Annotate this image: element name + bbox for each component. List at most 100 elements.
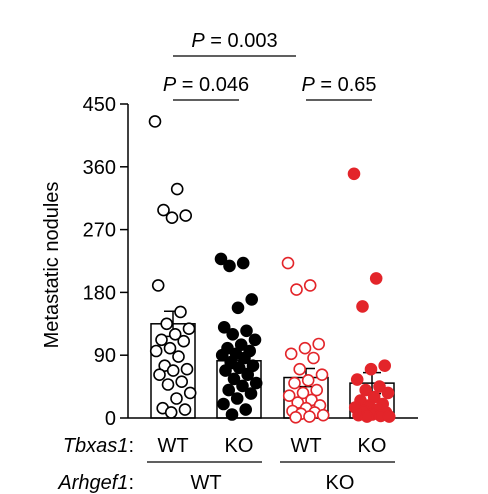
data-point: [231, 301, 245, 315]
data-point: [316, 408, 330, 422]
axis-layer: 0 90 180 270 360 450 Metastatic nodules: [41, 94, 418, 430]
data-point: [241, 368, 254, 382]
data-point: [222, 383, 235, 397]
data-point: [245, 293, 258, 306]
data-point: [239, 403, 252, 416]
data-point: [183, 386, 197, 400]
data-point: [149, 344, 163, 358]
data-point: [217, 397, 230, 411]
y-tick-label: 0: [105, 408, 116, 430]
arhgef1-genotype-label: WT: [190, 472, 221, 494]
data-point: [215, 348, 229, 362]
p-value-label: P = 0.65: [301, 74, 376, 96]
data-point: [168, 327, 182, 341]
data-point: [170, 392, 183, 405]
data-point: [350, 373, 364, 386]
data-point: [381, 386, 395, 400]
data-point: [360, 410, 374, 423]
data-point: [160, 317, 173, 331]
data-point: [175, 375, 188, 389]
data-point: [232, 361, 246, 375]
data-point: [238, 351, 251, 365]
data-point: [244, 387, 258, 400]
data-point: [310, 383, 324, 397]
data-point: [312, 337, 326, 351]
data-point: [246, 359, 260, 373]
y-tick-label: 180: [83, 282, 116, 304]
data-point: [163, 341, 177, 355]
data-point: [153, 368, 166, 382]
significance-layer: P = 0.003 P = 0.046 P = 0.65: [163, 30, 377, 101]
data-point: [249, 376, 263, 390]
data-point: [157, 203, 170, 217]
data-point: [214, 252, 228, 266]
data-point: [373, 380, 386, 393]
data-point: [307, 351, 320, 365]
y-tick-label: 90: [94, 345, 116, 367]
data-point: [378, 359, 392, 373]
data-point: [296, 386, 310, 400]
data-point: [219, 364, 232, 377]
y-tick-label: 360: [83, 157, 116, 179]
data-point: [155, 333, 168, 347]
data-point: [248, 333, 262, 347]
y-axis-title: Metastatic nodules: [41, 182, 63, 349]
points-layer: [148, 115, 396, 424]
data-point: [225, 408, 239, 421]
data-point: [289, 410, 303, 424]
tbxas1-genotype-label: KO: [358, 435, 387, 457]
data-point: [165, 211, 179, 224]
data-point: [180, 362, 194, 376]
data-point: [182, 322, 196, 336]
data-point: [303, 279, 317, 292]
data-point: [236, 379, 249, 393]
data-point: [359, 383, 373, 397]
tbxas1-genotype-label: KO: [225, 435, 254, 457]
data-point: [226, 327, 239, 341]
data-point: [148, 115, 162, 128]
p-value-label: P = 0.046: [163, 74, 249, 96]
data-point: [382, 410, 396, 423]
data-point: [217, 320, 231, 334]
arhgef1-genotype-label: KO: [326, 472, 355, 494]
data-point: [284, 347, 298, 361]
data-point: [223, 259, 236, 273]
data-point: [172, 350, 185, 363]
data-point: [282, 389, 296, 403]
data-point: [166, 364, 180, 377]
factor-label-tbxas1: Tbxas1:: [63, 435, 134, 457]
data-point: [293, 362, 307, 376]
data-point: [230, 392, 244, 405]
data-point: [298, 341, 312, 355]
data-point: [315, 368, 329, 382]
y-tick-label: 270: [83, 220, 116, 242]
tbxas1-genotype-label: WT: [157, 435, 188, 457]
data-point: [227, 372, 241, 386]
data-point: [174, 305, 187, 319]
p-value-label: P = 0.003: [191, 30, 277, 52]
data-point: [347, 167, 361, 181]
factor-label-arhgef1: Arhgef1:: [57, 472, 134, 494]
data-point: [240, 324, 253, 338]
data-point: [179, 209, 192, 222]
tbxas1-genotype-label: WT: [290, 435, 321, 457]
data-point: [161, 378, 175, 391]
data-point: [164, 406, 178, 419]
data-point: [236, 256, 250, 270]
data-point: [301, 373, 315, 387]
data-point: [290, 283, 303, 296]
data-point: [303, 410, 316, 423]
data-point: [281, 256, 295, 270]
data-point: [369, 272, 383, 285]
data-point: [151, 279, 165, 292]
data-point: [170, 182, 184, 196]
y-tick-label: 450: [83, 94, 116, 116]
data-point: [288, 376, 301, 390]
data-point: [178, 403, 192, 416]
data-point: [364, 362, 378, 376]
data-point: [356, 300, 369, 313]
data-point: [234, 338, 248, 352]
data-point: [177, 334, 190, 348]
